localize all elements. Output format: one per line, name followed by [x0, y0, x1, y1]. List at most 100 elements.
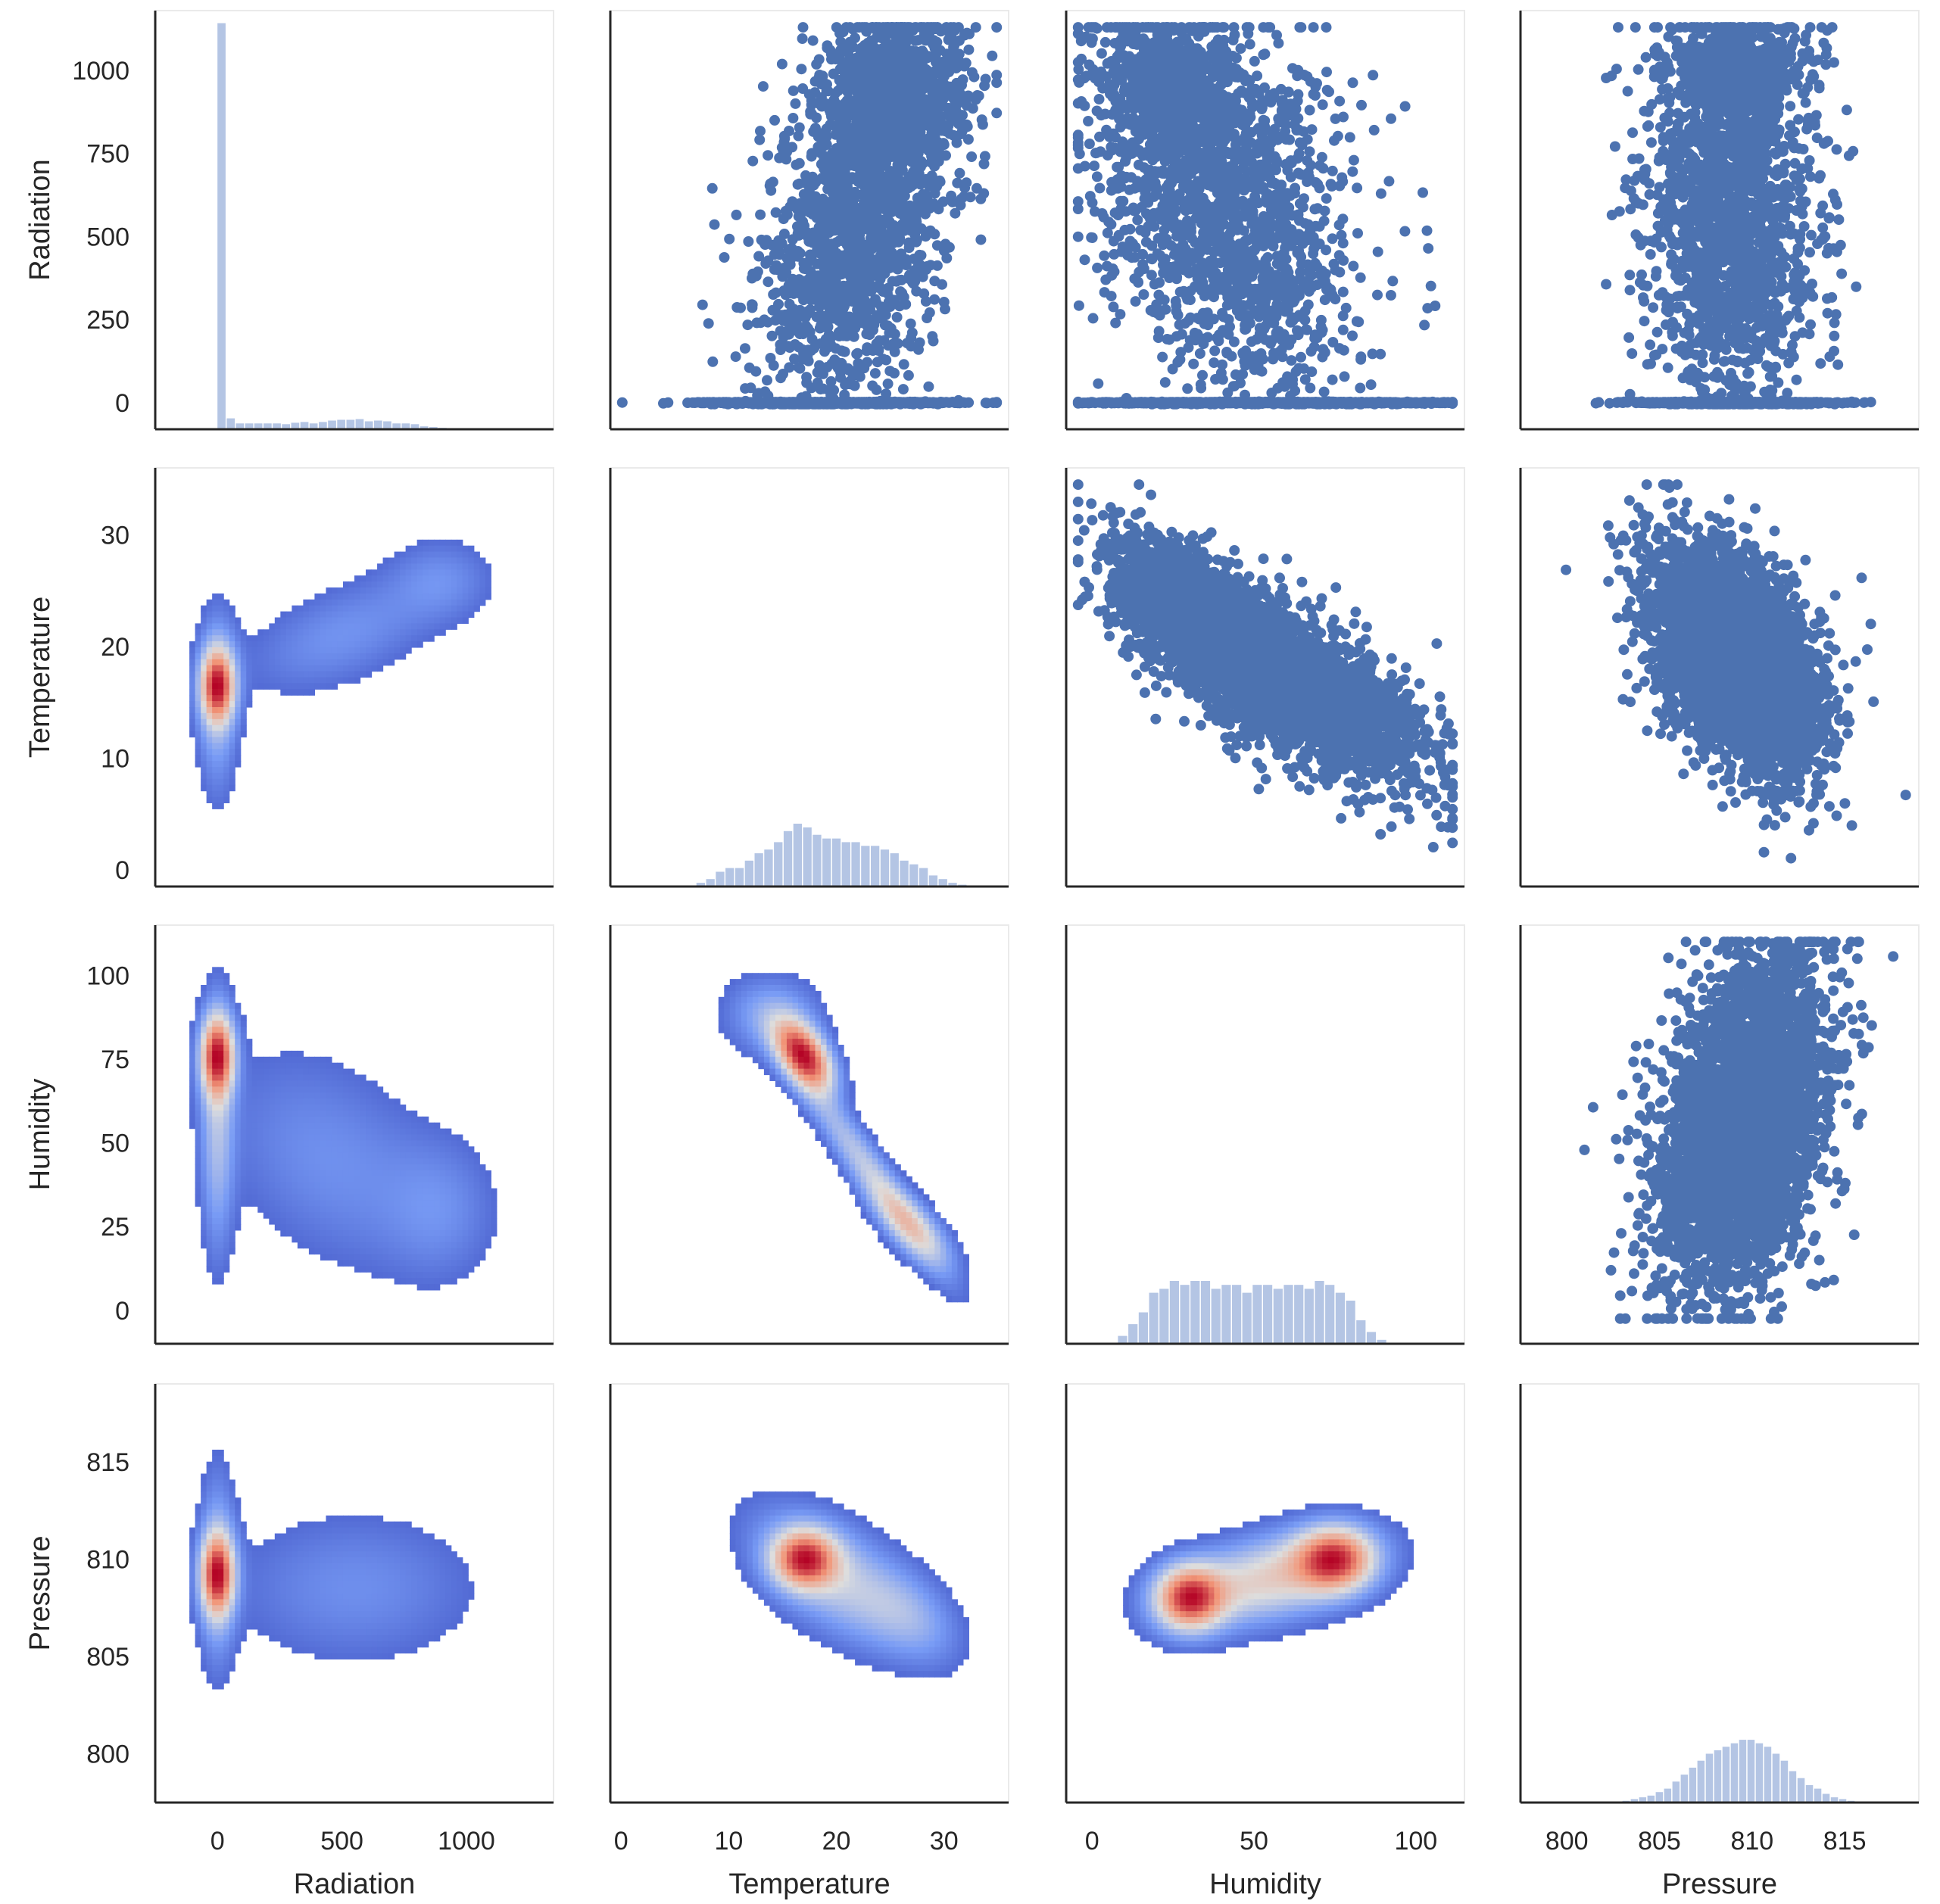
kde-cell	[406, 1617, 412, 1624]
kde-cell	[781, 1045, 787, 1052]
kde-cell	[383, 594, 389, 600]
kde-cell	[758, 1504, 764, 1510]
kde-cell	[195, 755, 201, 762]
kde-cell	[479, 1195, 485, 1201]
kde-cell	[406, 1528, 412, 1535]
kde-cell	[451, 581, 457, 588]
kde-cell	[366, 1183, 372, 1189]
kde-cell	[264, 1200, 270, 1207]
kde-cell	[343, 1086, 349, 1093]
kde-cell	[326, 594, 332, 600]
kde-cell	[275, 1200, 281, 1207]
kde-cell	[468, 1224, 474, 1231]
kde-cell	[912, 1236, 918, 1243]
kde-cell	[280, 1641, 286, 1648]
kde-cell	[241, 1086, 247, 1093]
kde-cell	[360, 1158, 366, 1165]
kde-cell	[434, 1123, 440, 1130]
kde-cell	[320, 1551, 326, 1558]
kde-cell	[417, 1129, 423, 1136]
kde-cell	[395, 1164, 401, 1171]
kde-cell	[377, 1098, 383, 1105]
kde-cell	[298, 683, 304, 690]
kde-cell	[320, 1623, 326, 1630]
kde-cell	[292, 1224, 298, 1231]
kde-cell	[445, 1575, 451, 1582]
kde-cell	[827, 1575, 833, 1582]
kde-cell	[195, 1152, 201, 1159]
kde-cell	[280, 653, 286, 660]
kde-cell	[764, 1021, 770, 1027]
kde-cell	[429, 635, 435, 642]
kde-cell	[252, 647, 258, 654]
kde-cell	[201, 1057, 207, 1064]
kde-cell	[280, 678, 286, 684]
kde-cell	[792, 1522, 798, 1528]
kde-cell	[309, 1528, 315, 1535]
kde-cell	[207, 1039, 213, 1045]
kde-cell	[366, 587, 372, 594]
kde-cell	[377, 641, 383, 648]
kde-cell	[235, 629, 241, 636]
kde-cell	[844, 1534, 850, 1541]
kde-cell	[257, 683, 264, 690]
kde-cell	[372, 653, 378, 660]
kde-cell	[195, 1200, 201, 1207]
kde-cell	[372, 1653, 378, 1660]
kde-cell	[366, 1123, 372, 1130]
kde-cell	[769, 1051, 775, 1058]
kde-cell	[850, 1569, 856, 1576]
kde-cell	[946, 1224, 952, 1231]
kde-cell	[383, 563, 389, 570]
kde-cell	[264, 1594, 270, 1600]
kde-cell	[235, 1129, 241, 1136]
kde-cell	[411, 1563, 417, 1570]
kde-cell	[952, 1290, 958, 1297]
kde-cell	[866, 1539, 872, 1546]
kde-cell	[212, 1611, 218, 1618]
kde-cell	[264, 1152, 270, 1159]
kde-cell	[406, 1111, 412, 1117]
kde-cell	[348, 1146, 354, 1153]
kde-cell	[292, 1563, 298, 1570]
kde-cell	[241, 683, 247, 690]
panel-frame	[610, 468, 1009, 887]
kde-cell	[758, 973, 764, 980]
kde-cell	[366, 1563, 372, 1570]
kde-cell	[775, 1015, 781, 1022]
kde-cell	[827, 1098, 833, 1105]
kde-cell	[912, 1248, 918, 1255]
kde-cell	[207, 1075, 213, 1082]
kde-cell	[314, 683, 320, 690]
kde-cell	[235, 695, 241, 702]
kde-cell	[406, 1152, 412, 1159]
kde-cell	[440, 1617, 446, 1624]
kde-cell	[292, 1617, 298, 1624]
kde-cell	[388, 1629, 395, 1636]
kde-cell	[912, 1189, 918, 1195]
kde-cell	[229, 612, 235, 619]
kde-cell	[303, 1063, 309, 1070]
kde-cell	[348, 1581, 354, 1588]
kde-cell	[326, 1170, 332, 1177]
kde-cell	[320, 594, 326, 600]
kde-cell	[360, 1236, 366, 1243]
kde-cell	[434, 1588, 440, 1594]
hist-bar	[1190, 1281, 1199, 1344]
kde-cell	[747, 1510, 753, 1516]
kde-cell	[235, 659, 241, 666]
kde-cell	[332, 594, 338, 600]
kde-cell	[207, 1248, 213, 1255]
kde-cell	[434, 1278, 440, 1285]
kde-cell	[309, 1557, 315, 1564]
kde-cell	[735, 979, 741, 986]
kde-cell	[395, 1117, 401, 1123]
kde-cell	[337, 1260, 343, 1267]
kde-cell	[395, 1647, 401, 1654]
kde-cell	[235, 1057, 241, 1064]
kde-cell	[348, 1551, 354, 1558]
kde-cell	[235, 1528, 241, 1535]
kde-cell	[434, 1545, 440, 1552]
kde-cell	[451, 1135, 457, 1142]
hist-bar	[861, 846, 869, 887]
